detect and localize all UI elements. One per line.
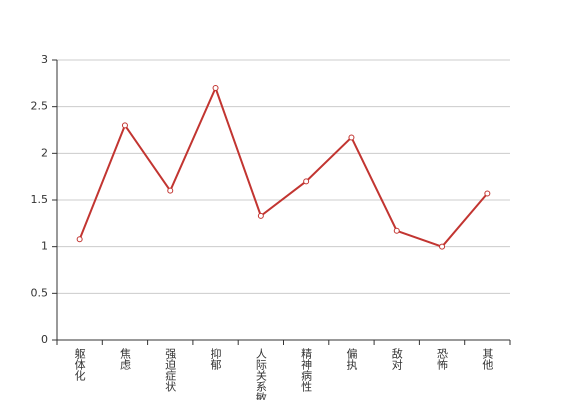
point	[484, 190, 491, 197]
y-tick-label: 1	[41, 240, 48, 253]
series-line	[78, 85, 489, 248]
x-tick-label: 焦虑	[118, 348, 131, 370]
x-tick-label: 敌对	[390, 347, 403, 370]
x-tick-label: 抑郁	[209, 347, 222, 370]
x-tick-label: 精神病性	[300, 348, 313, 393]
x-tick-label: 偏执	[345, 347, 358, 371]
point	[76, 236, 83, 243]
x-tick-label: 人际关系敏感	[254, 348, 267, 400]
y-tick-label: 1.5	[31, 193, 49, 206]
point	[257, 212, 264, 219]
point	[212, 85, 219, 91]
point	[439, 243, 446, 250]
point	[121, 122, 128, 129]
y-tick-label: 3	[41, 53, 48, 66]
y-tick-label: 2	[41, 146, 48, 159]
y-tick-label: 0	[41, 333, 48, 346]
x-tick-label: 其他	[481, 348, 494, 370]
point	[348, 134, 355, 141]
y-tick-label: 0.5	[31, 286, 49, 299]
point	[303, 178, 310, 185]
x-tick-label: 恐怖	[436, 348, 449, 370]
y-tick-label: 2.5	[31, 100, 49, 113]
point	[167, 187, 174, 194]
point	[393, 227, 400, 234]
x-tick-label: 躯体化	[73, 348, 86, 382]
x-tick-label: 强迫症状	[164, 348, 177, 392]
